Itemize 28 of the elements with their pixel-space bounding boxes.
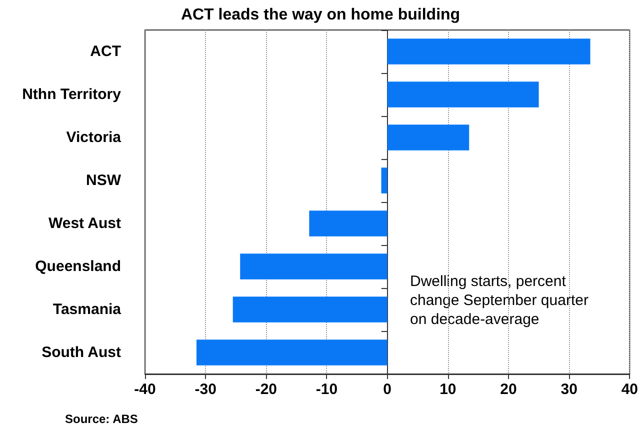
y-tick-label: South Aust [42,344,121,361]
bar [240,254,388,280]
y-tick-label: ACT [90,43,121,60]
y-tick-label: Queensland [35,258,121,275]
x-tick-label: 20 [500,381,517,398]
y-tick-label: NSW [86,172,122,189]
bar [309,210,388,236]
x-tick-label: 40 [621,381,638,398]
x-tick-label: -30 [194,381,216,398]
x-tick-label: -40 [134,381,156,398]
chart-title: ACT leads the way on home building [180,6,460,24]
source-note: Source: ABS [65,412,138,426]
x-tick-label: -10 [316,381,338,398]
y-tick-label: West Aust [48,215,121,232]
bar [387,82,539,108]
bar [387,124,470,150]
y-tick-label: Nthn Territory [22,86,122,103]
x-tick-label: 0 [383,381,392,398]
bar [387,38,590,64]
y-tick-label: Tasmania [52,301,122,318]
annotation: Dwelling starts, percent change September quarter on decade-average [410,273,588,328]
x-tick-label: 10 [440,381,456,398]
x-tick-label: 30 [560,381,578,398]
bar [196,340,388,366]
x-tick-label: -20 [255,381,278,398]
bar [232,296,388,322]
y-tick-label: Victoria [66,129,122,146]
bar [381,168,388,194]
